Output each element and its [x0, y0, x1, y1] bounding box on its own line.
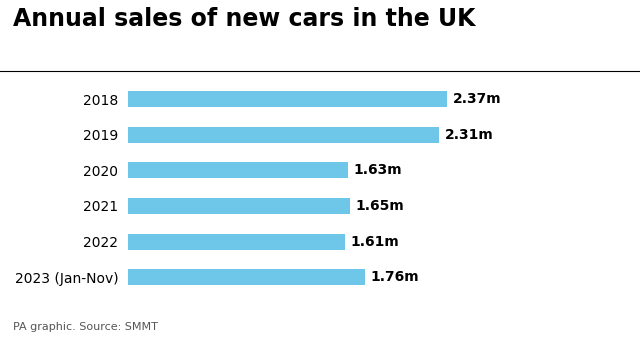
Bar: [128, 127, 439, 143]
Text: 2.31m: 2.31m: [445, 128, 493, 142]
Text: 1.76m: 1.76m: [371, 270, 419, 284]
Bar: [128, 91, 447, 107]
Bar: [128, 234, 345, 250]
Text: Annual sales of new cars in the UK: Annual sales of new cars in the UK: [13, 7, 476, 31]
Bar: [128, 269, 365, 285]
Text: 1.63m: 1.63m: [353, 163, 402, 177]
Text: 1.61m: 1.61m: [350, 235, 399, 248]
Bar: [128, 198, 350, 214]
Text: PA graphic. Source: SMMT: PA graphic. Source: SMMT: [13, 322, 157, 332]
Text: 1.65m: 1.65m: [356, 199, 404, 213]
Text: 2.37m: 2.37m: [452, 92, 501, 106]
Bar: [128, 162, 348, 178]
